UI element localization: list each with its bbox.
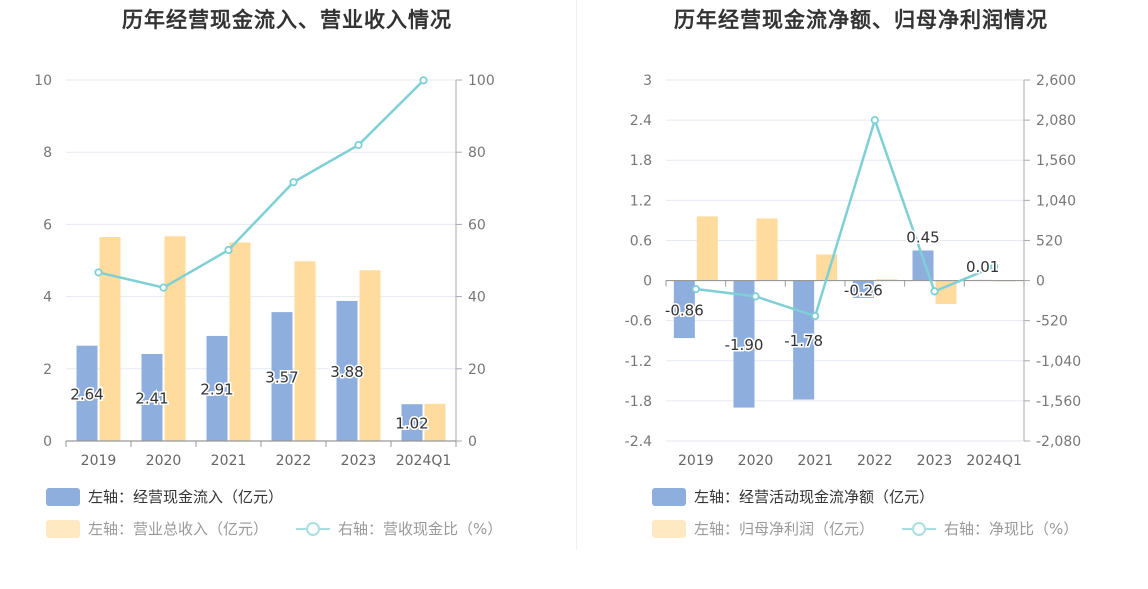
- right-axis-tick-label: 60: [468, 217, 486, 233]
- chart-title: 历年经营现金流净额、归母净利润情况: [674, 8, 1048, 32]
- x-axis-tick-label: 2023: [341, 453, 377, 469]
- right-axis-tick-label: -1,040: [1036, 354, 1081, 370]
- line-point: [419, 76, 428, 85]
- right-axis-tick-label: 2,600: [1036, 73, 1076, 89]
- line-point: [94, 268, 103, 277]
- data-label: 0.45: [906, 228, 939, 246]
- line-point: [224, 245, 233, 255]
- right-axis-tick-label: -1,560: [1036, 394, 1081, 410]
- chart-title: 历年经营现金流入、营业收入情况: [122, 8, 452, 32]
- left-axis-tick-label: 0: [643, 274, 652, 290]
- x-axis-tick-label: 2021: [211, 453, 247, 469]
- line-point: [691, 284, 700, 294]
- left-axis-tick-label: 1.2: [630, 193, 652, 209]
- bar-series-a: [336, 300, 358, 441]
- left-axis-tick-label: 0.6: [630, 233, 652, 249]
- data-label: -1.90: [725, 336, 764, 354]
- right-axis-tick-label: -2,080: [1036, 434, 1081, 450]
- data-label: 0.01: [966, 258, 999, 276]
- chart-plot: -2.4 -2,080 -1.8 -1,560 -1.2 -1,040 -0.6 -520 0 0…: [625, 73, 1081, 469]
- x-axis-tick-label: 2019: [81, 453, 117, 469]
- data-label: -1.78: [784, 332, 823, 350]
- right-axis-tick-label: 0: [468, 434, 477, 450]
- left-axis-tick-label: 4: [43, 290, 52, 306]
- left-axis-tick-label: -1.2: [625, 354, 652, 370]
- x-axis-tick-label: 2022: [276, 453, 312, 469]
- bar-series-a: [733, 280, 755, 408]
- data-label: 2.91: [200, 380, 233, 398]
- right-axis-tick-label: 1,040: [1036, 193, 1076, 209]
- right-axis-tick-label: 520: [1036, 233, 1063, 249]
- line-point: [751, 292, 760, 301]
- panel-divider: [576, 0, 577, 550]
- line-point: [811, 311, 820, 321]
- x-axis-tick-label: 2022: [857, 453, 893, 469]
- left-axis-tick-label: 2.4: [630, 113, 652, 129]
- left-axis-tick-label: 10: [34, 73, 52, 89]
- bar-series-a: [401, 404, 423, 441]
- line-point: [289, 178, 298, 187]
- bar-series-a: [141, 353, 163, 441]
- bar-series-a: [206, 335, 228, 441]
- bar-series-a: [76, 345, 98, 441]
- bar-series-b: [696, 216, 718, 281]
- line-point: [930, 287, 939, 296]
- line-series: [695, 116, 995, 318]
- right-axis-tick-label: -520: [1036, 314, 1068, 330]
- bar-series-b: [294, 261, 316, 441]
- data-label: -0.86: [665, 301, 704, 319]
- data-label: 3.57: [265, 369, 298, 387]
- right-axis-tick-label: 80: [468, 145, 486, 161]
- right-axis-tick-label: 100: [468, 73, 495, 89]
- bar-series-b: [359, 270, 381, 441]
- x-axis-tick-label: 2019: [678, 453, 714, 469]
- bar-series-a: [271, 312, 293, 441]
- right-axis-tick-label: 40: [468, 290, 486, 306]
- bar-series-a: [852, 280, 874, 298]
- left-axis-tick-label: 8: [43, 145, 52, 161]
- left-axis-tick-label: 2: [43, 362, 52, 378]
- bar-series-b: [229, 242, 251, 441]
- bar-series-b: [164, 236, 186, 441]
- bar-series-a: [673, 280, 695, 339]
- bar-series-b: [756, 218, 778, 281]
- data-label: 2.64: [70, 385, 103, 403]
- right-axis-tick-label: 2,080: [1036, 113, 1076, 129]
- x-axis-tick-label: 2023: [917, 453, 953, 469]
- chart-plot: 0 0 2 20 4 40 6 60 8 80 10 100 2019 2020 2021 2022 2023 2…: [34, 73, 495, 469]
- data-label: -0.26: [844, 282, 883, 300]
- x-axis-tick-label: 2024Q1: [966, 453, 1022, 469]
- x-axis-tick-label: 2024Q1: [396, 453, 452, 469]
- bar-series-b: [875, 279, 897, 281]
- left-axis-tick-label: -2.4: [625, 434, 652, 450]
- x-axis-tick-label: 2021: [797, 453, 833, 469]
- line-point: [159, 283, 168, 292]
- left-axis-tick-label: 0: [43, 434, 52, 450]
- left-axis-tick-label: 1.8: [630, 153, 652, 169]
- data-label: 2.41: [135, 389, 168, 407]
- x-axis-tick-label: 2020: [738, 453, 774, 469]
- left-axis-tick-label: 3: [643, 73, 652, 89]
- line-point: [990, 262, 999, 271]
- x-axis-tick-label: 2020: [146, 453, 182, 469]
- right-axis-tick-label: 1,560: [1036, 153, 1076, 169]
- left-axis-tick-label: 6: [43, 217, 52, 233]
- right-axis-tick-label: 20: [468, 362, 486, 378]
- bar-series-b: [424, 403, 446, 441]
- left-axis-tick-label: -0.6: [625, 314, 652, 330]
- line-point: [870, 116, 879, 125]
- bar-series-b: [935, 280, 957, 304]
- data-label: 1.02: [395, 415, 428, 433]
- line-series: [98, 79, 425, 289]
- bar-series-b: [99, 237, 121, 441]
- line-point: [354, 140, 363, 150]
- chart-panel-left: 历年经营现金流入、营业收入情况 0 0 2 20 4 40 6 60 8 80 10 100 2019 2…: [34, 8, 502, 538]
- chart-panel-right: 历年经营现金流净额、归母净利润情况 -2.4 -2,080 -1.8 -1,560 -1…: [574, 0, 1148, 589]
- data-label: 3.88: [330, 363, 363, 381]
- left-axis-tick-label: -1.8: [625, 394, 652, 410]
- right-axis-tick-label: 0: [1036, 274, 1045, 290]
